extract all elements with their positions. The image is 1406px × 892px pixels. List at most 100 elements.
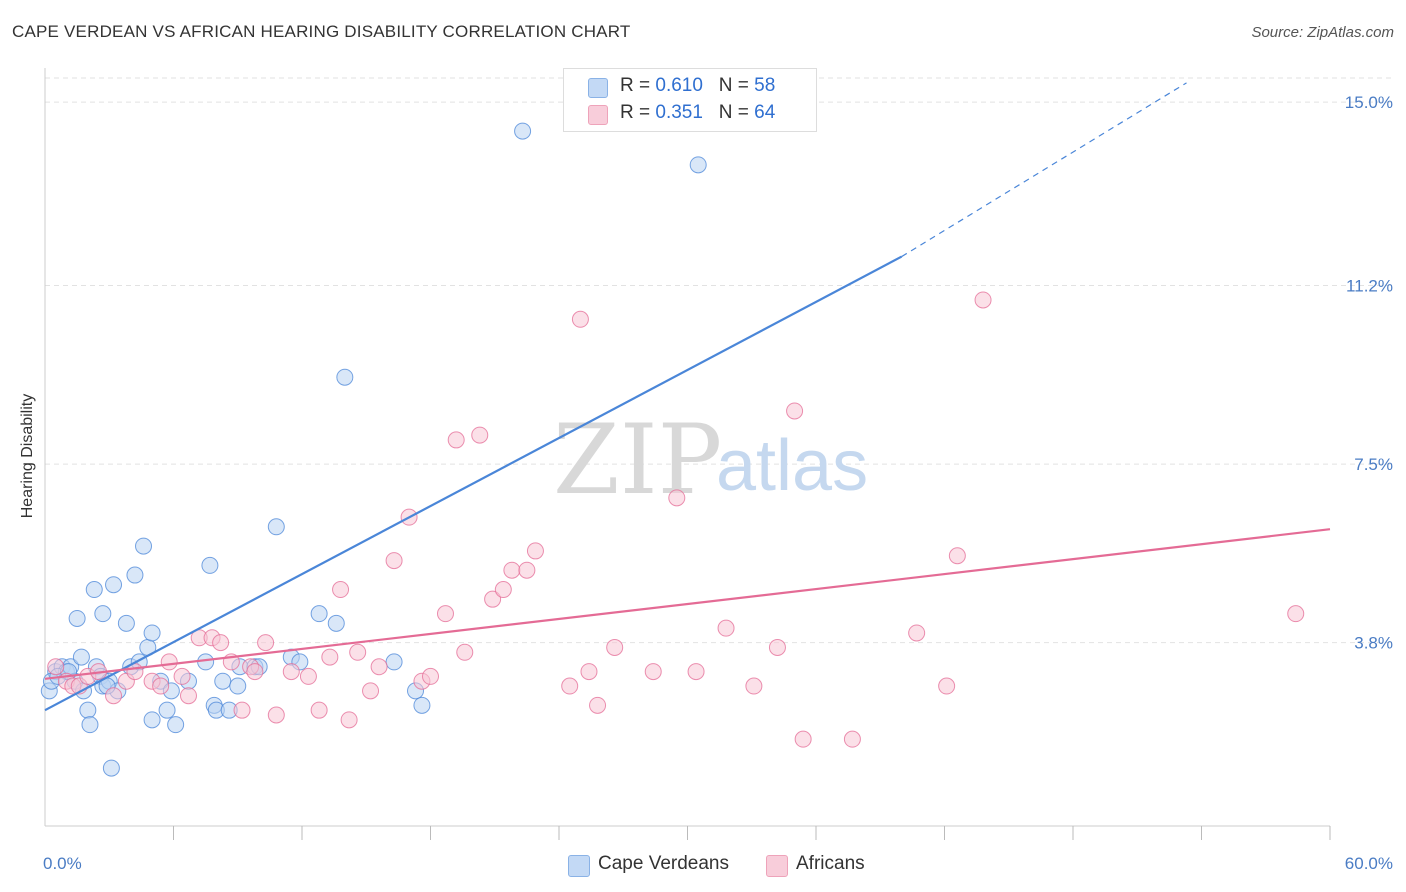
cape-verdean-point — [167, 716, 185, 734]
african-point — [571, 310, 589, 328]
stats-legend: R = 0.610 N = 58 R = 0.351 N = 64 — [563, 68, 817, 132]
african-point — [503, 561, 521, 579]
cape-verdean-point — [413, 696, 431, 714]
african-point — [794, 730, 812, 748]
legend-label: Cape Verdeans — [598, 853, 729, 874]
cape-verdean-point — [143, 711, 161, 729]
african-point — [321, 648, 339, 666]
african-point — [47, 658, 65, 676]
legend-label: Africans — [796, 853, 865, 874]
watermark-zip: ZIP — [553, 404, 722, 516]
r-label: R = — [620, 102, 656, 123]
african-point — [282, 663, 300, 681]
cape-verdean-point — [105, 576, 123, 594]
cape-verdean-point — [135, 537, 153, 555]
cape-verdean-point — [72, 648, 90, 666]
african-point — [908, 624, 926, 642]
cape-verdeans-legend-swatch — [568, 855, 590, 877]
cape-verdean-point — [126, 566, 144, 584]
african-point — [471, 426, 489, 444]
data-points — [40, 122, 1305, 777]
cape-verdeans-trend-line — [44, 255, 903, 712]
african-point — [768, 638, 786, 656]
african-point — [518, 561, 536, 579]
africans-legend-swatch — [766, 855, 788, 877]
african-point — [745, 677, 763, 695]
source-credit: Source: ZipAtlas.com — [1251, 24, 1394, 41]
african-point — [484, 590, 502, 608]
cape-verdean-point — [689, 156, 707, 174]
cape-verdean-point — [229, 677, 247, 695]
cape-verdean-point — [158, 701, 176, 719]
african-point — [494, 581, 512, 599]
tick-labels: 3.8% 7.5% 11.2% 15.0% 0.0% 60.0% — [43, 93, 1393, 873]
african-point — [644, 663, 662, 681]
trend-lines — [44, 82, 1331, 712]
african-point — [948, 547, 966, 565]
watermark-atlas: atlas — [716, 426, 868, 506]
n-value: 64 — [754, 102, 776, 123]
cape-verdeans-trend-extension — [901, 82, 1187, 258]
african-point — [668, 489, 686, 507]
african-point — [717, 619, 735, 637]
african-point — [436, 605, 454, 623]
african-point — [233, 701, 251, 719]
cape-verdean-point — [201, 556, 219, 574]
african-point — [362, 682, 380, 700]
african-point — [385, 552, 403, 570]
african-point — [310, 701, 328, 719]
cape-verdean-point — [327, 614, 345, 632]
african-point — [526, 542, 544, 560]
cape-verdean-point — [214, 672, 232, 690]
watermark: ZIP atlas — [553, 404, 868, 516]
african-point — [786, 402, 804, 420]
cape-verdean-point — [102, 759, 120, 777]
cape-verdean-point — [81, 716, 99, 734]
r-value: 0.610 — [655, 75, 703, 96]
african-point — [974, 291, 992, 309]
african-point — [687, 663, 705, 681]
african-point — [152, 677, 170, 695]
stats-text: R = 0.351 N = 64 — [620, 102, 775, 124]
cape-verdean-point — [85, 581, 103, 599]
african-point — [179, 687, 197, 705]
african-point — [370, 658, 388, 676]
chart-title: CAPE VERDEAN VS AFRICAN HEARING DISABILI… — [12, 22, 631, 41]
african-point — [105, 687, 123, 705]
african-point — [340, 711, 358, 729]
african-point — [589, 696, 607, 714]
n-label: N = — [718, 102, 755, 123]
cape-verdean-point — [267, 518, 285, 536]
african-point — [447, 431, 465, 449]
y-tick-label: 7.5% — [1354, 455, 1393, 474]
african-point — [1287, 605, 1305, 623]
y-tick-label: 15.0% — [1345, 93, 1393, 112]
cape-verdean-point — [385, 653, 403, 671]
series-legend: Cape Verdeans Africans — [0, 850, 1406, 880]
african-point — [257, 634, 275, 652]
africans-swatch — [588, 105, 608, 125]
cape-verdean-point — [143, 624, 161, 642]
y-tick-label: 3.8% — [1354, 634, 1393, 653]
cape-verdean-point — [197, 653, 215, 671]
cape-verdean-point — [514, 122, 532, 140]
stats-text: R = 0.610 N = 58 — [620, 75, 775, 97]
african-point — [580, 663, 598, 681]
african-point — [332, 581, 350, 599]
african-point — [160, 653, 178, 671]
african-point — [843, 730, 861, 748]
cape-verdean-point — [94, 605, 112, 623]
african-point — [173, 667, 191, 685]
x-tick-label: 0.0% — [43, 854, 82, 873]
cape-verdeans-swatch — [588, 78, 608, 98]
grid-lines — [45, 77, 1395, 644]
cape-verdean-point — [310, 605, 328, 623]
r-label: R = — [620, 75, 656, 96]
r-value: 0.351 — [655, 102, 703, 123]
african-point — [267, 706, 285, 724]
african-point — [456, 643, 474, 661]
african-point — [299, 667, 317, 685]
n-label: N = — [718, 75, 755, 96]
cape-verdean-point — [68, 609, 86, 627]
axes — [44, 68, 1331, 840]
